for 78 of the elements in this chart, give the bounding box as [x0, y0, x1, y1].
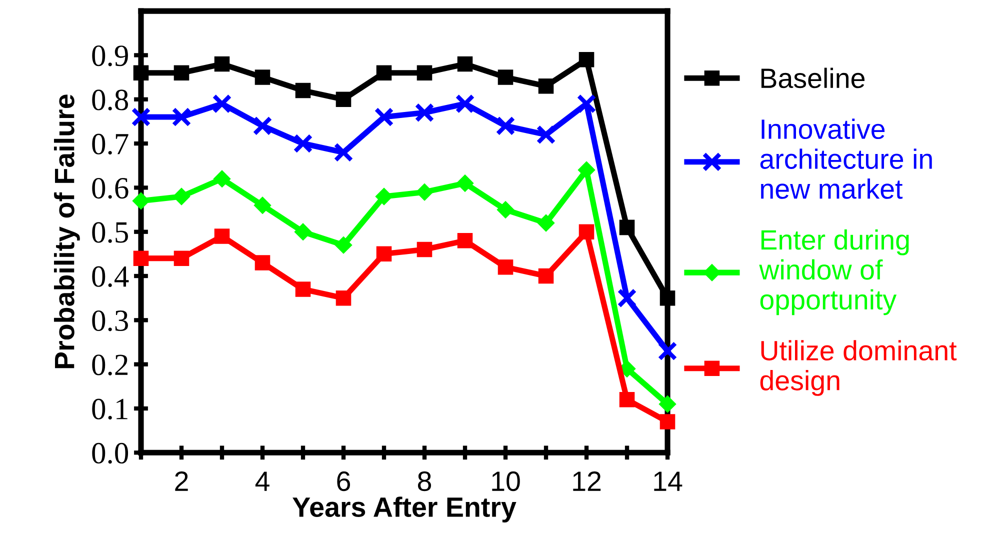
point: [578, 161, 596, 179]
y-tick-label: 0.9: [92, 45, 128, 66]
y-tick-label: 0.8: [92, 90, 128, 110]
point: [172, 188, 190, 206]
point: [416, 65, 432, 81]
point: [660, 290, 676, 306]
point: [294, 223, 312, 240]
point: [538, 78, 554, 94]
y-tick-label: 0.1: [92, 398, 128, 420]
point: [578, 52, 594, 68]
x-tick-label: 8: [418, 471, 432, 492]
point: [537, 214, 555, 232]
point: [375, 188, 393, 206]
point: [293, 134, 313, 154]
point: [133, 250, 149, 266]
point: [376, 65, 392, 81]
point: [416, 184, 434, 201]
point: [295, 282, 311, 297]
point: [336, 92, 352, 107]
point: [334, 142, 354, 162]
legend-label: Innovative architecture in new market: [760, 118, 932, 199]
x-tick-label: 2: [175, 471, 188, 491]
point: [536, 124, 556, 144]
y-tick-label: 0.3: [92, 310, 128, 332]
y-tick-label: 0.2: [92, 354, 128, 376]
point: [336, 290, 352, 306]
x-tick-label: 4: [255, 472, 270, 491]
point: [496, 201, 514, 218]
point: [254, 255, 270, 270]
point: [456, 174, 474, 192]
legend-label: Enter during window of opportunity: [759, 229, 909, 316]
point: [538, 268, 554, 284]
point: [252, 116, 272, 136]
point: [254, 70, 270, 85]
point: [617, 288, 637, 308]
point: [212, 94, 232, 114]
point: [457, 56, 473, 72]
point: [658, 396, 676, 413]
point: [660, 414, 676, 430]
x-tick-label: 6: [337, 471, 350, 492]
point: [416, 242, 432, 258]
point: [576, 94, 596, 114]
point: [619, 392, 635, 408]
point: [174, 250, 190, 266]
point: [214, 228, 230, 244]
point: [133, 65, 149, 81]
point: [578, 224, 594, 240]
point: [376, 246, 392, 262]
point: [213, 170, 231, 188]
point: [619, 220, 635, 236]
point: [132, 192, 150, 210]
x-axis-title: Years After Entry: [292, 496, 516, 522]
point: [295, 82, 311, 98]
point: [457, 233, 473, 248]
point: [131, 107, 151, 127]
y-tick-label: 0.4: [92, 266, 129, 288]
y-tick-label: 0.5: [92, 222, 128, 243]
legend-label: Utilize dominant design: [760, 340, 957, 396]
y-tick-label: 0.6: [92, 178, 128, 199]
point: [214, 56, 230, 72]
point: [374, 107, 394, 127]
legend-label: Baseline: [761, 68, 865, 88]
point: [658, 341, 678, 361]
x-tick-label: 12: [573, 471, 601, 491]
y-tick-label: 0.7: [92, 134, 128, 155]
point: [498, 260, 514, 275]
x-tick-label: 10: [492, 471, 520, 492]
point: [498, 70, 514, 85]
point: [455, 94, 475, 114]
y-tick-label: 0.0: [92, 442, 128, 464]
point: [254, 196, 272, 214]
x-tick-label: 14: [654, 472, 682, 491]
point: [496, 116, 516, 136]
point: [172, 107, 192, 127]
point: [414, 102, 434, 122]
point: [174, 65, 190, 81]
point: [334, 236, 352, 254]
y-axis-title: Probability of Failure: [54, 94, 80, 368]
